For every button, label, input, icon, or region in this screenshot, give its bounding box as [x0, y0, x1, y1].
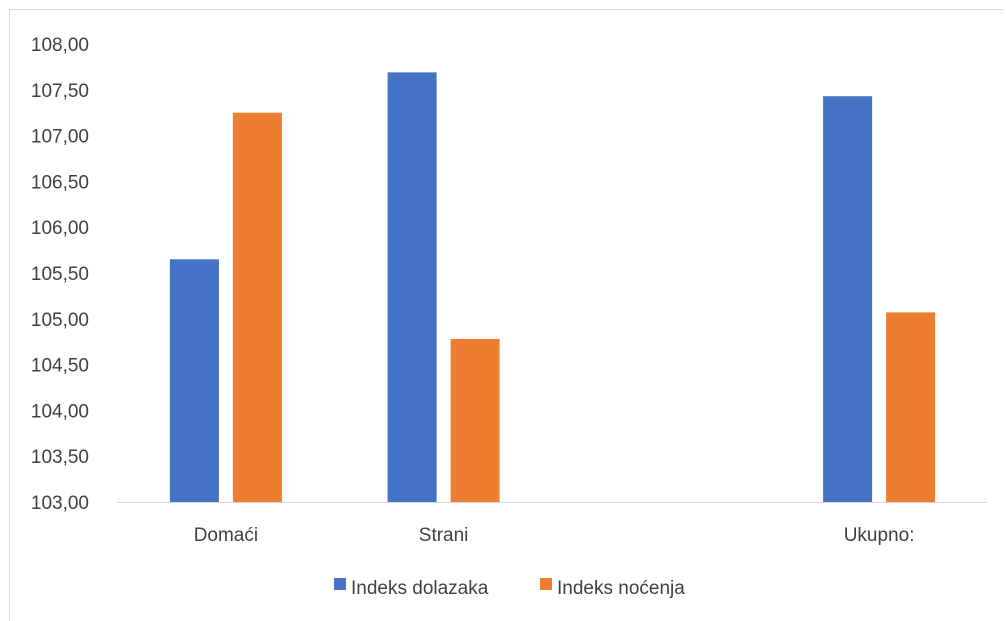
legend: Indeks dolazaka Indeks noćenja	[334, 578, 685, 599]
bar-nocenja	[886, 312, 936, 502]
x-axis-labels: Domaći Strani Ukupno:	[194, 525, 915, 546]
y-tick-label: 107,50	[31, 81, 89, 102]
legend-swatch-nocenja	[540, 578, 552, 590]
y-tick-label: 105,00	[31, 310, 89, 331]
bars	[169, 72, 936, 503]
y-tick-label: 105,50	[31, 264, 89, 285]
bar-dolazaka	[823, 96, 873, 502]
bar-dolazaka	[387, 72, 437, 503]
y-tick-label: 103,00	[31, 493, 89, 514]
bar-dolazaka	[169, 259, 219, 502]
x-category-label: Ukupno:	[844, 525, 915, 546]
y-tick-label: 107,00	[31, 127, 89, 148]
bar-nocenja	[450, 339, 500, 502]
x-category-label: Strani	[419, 525, 469, 546]
y-tick-label: 103,50	[31, 447, 89, 468]
y-tick-label: 108,00	[31, 35, 89, 56]
legend-swatch-dolazaka	[334, 578, 346, 590]
y-tick-label: 104,50	[31, 356, 89, 377]
y-tick-label: 106,00	[31, 218, 89, 239]
legend-label-nocenja: Indeks noćenja	[557, 578, 685, 599]
y-axis-ticks: 103,00 103,50 104,00 104,50 105,00 105,50 106,…	[31, 35, 89, 514]
bar-nocenja	[232, 112, 282, 502]
x-category-label: Domaći	[194, 525, 258, 546]
y-tick-label: 104,00	[31, 401, 89, 422]
y-tick-label: 106,50	[31, 172, 89, 193]
legend-label-dolazaka: Indeks dolazaka	[351, 578, 489, 599]
